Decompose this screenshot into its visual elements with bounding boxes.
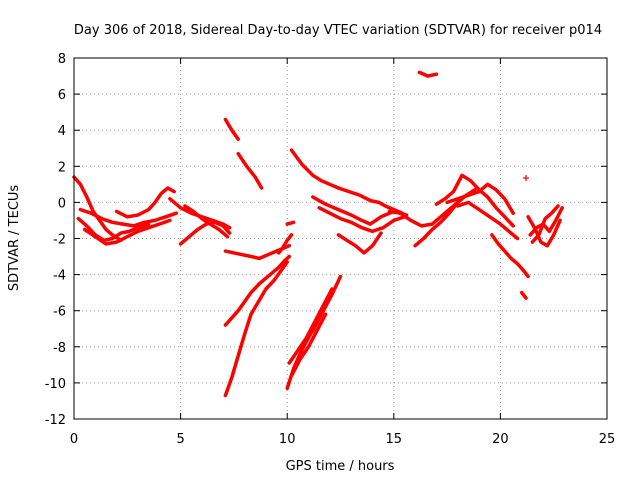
- series-track-28: [445, 182, 515, 215]
- plot-frame: [73, 57, 608, 420]
- series-track-29: [456, 200, 520, 241]
- y-tick-label: 8: [58, 52, 66, 67]
- series-track-20: [336, 231, 383, 255]
- series-track-13: [223, 260, 289, 398]
- y-tick-label: -6: [53, 305, 66, 320]
- series-track-19: [317, 206, 407, 234]
- x-tick-label: 15: [386, 432, 403, 447]
- series-track-10: [236, 151, 264, 190]
- series-track-05: [114, 186, 176, 219]
- x-tick-label: 10: [279, 432, 296, 447]
- y-tick-label: -4: [53, 269, 66, 284]
- y-tick-label: 2: [58, 160, 66, 175]
- x-axis-label: GPS time / hours: [286, 459, 395, 474]
- data-series: [72, 70, 564, 398]
- x-tick-label: 0: [70, 432, 78, 447]
- x-tick-label: 5: [176, 432, 184, 447]
- y-tick-label: -2: [53, 233, 66, 248]
- series-track-26: [417, 70, 439, 78]
- y-tick-label: -10: [45, 377, 66, 392]
- series-track-07: [178, 220, 232, 246]
- y-tick-label: -12: [45, 413, 66, 428]
- series-track-08: [183, 204, 230, 239]
- series-track-22: [287, 287, 334, 365]
- x-tick-label: 25: [599, 432, 616, 447]
- series-track-04: [82, 218, 172, 246]
- series-track-02: [78, 207, 179, 228]
- tick-labels: 0 5 10 15 20 25 -12 -10 -8 -6 -4 -2 0 2 4 6 8: [45, 52, 616, 447]
- series-track-17: [336, 186, 405, 215]
- x-tick-label: 20: [492, 432, 509, 447]
- chart-title: Day 306 of 2018, Sidereal Day-to-day VTE…: [74, 23, 602, 38]
- y-tick-label: -8: [53, 341, 66, 356]
- series-track-14: [276, 233, 294, 255]
- series-track-15: [285, 220, 296, 226]
- series-track-30: [490, 233, 530, 279]
- series-track-24: [387, 200, 460, 228]
- y-tick-label: 4: [58, 124, 66, 139]
- series-track-09: [223, 117, 240, 141]
- series-track-33: [528, 206, 564, 237]
- series-track-27: [434, 173, 515, 228]
- scatter-point: [522, 175, 529, 182]
- grid-lines: [73, 57, 608, 420]
- y-tick-label: 6: [58, 88, 66, 103]
- series-track-31: [519, 290, 528, 300]
- series-track-12: [223, 254, 292, 327]
- series-track-03: [76, 216, 151, 243]
- series-track-32: [526, 215, 562, 248]
- series-track-18: [311, 195, 409, 226]
- series-track-34: [530, 204, 560, 244]
- y-tick-label: 0: [58, 196, 66, 211]
- series-track-16: [289, 148, 341, 190]
- series-track-23: [289, 312, 328, 378]
- y-axis-label: SDTVAR / TECUs: [7, 185, 22, 292]
